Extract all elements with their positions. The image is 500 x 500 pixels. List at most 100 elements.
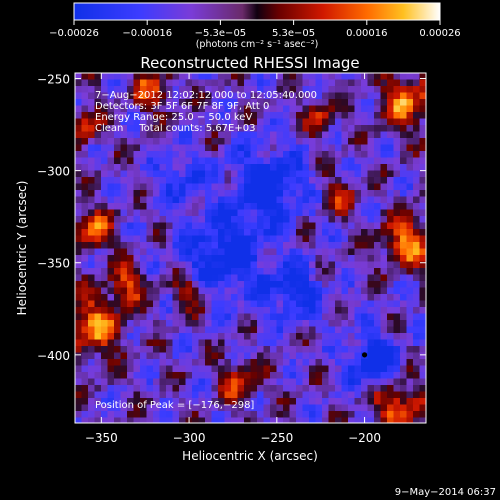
heatmap-cell <box>406 339 414 347</box>
heatmap-cell <box>302 203 310 210</box>
heatmap-cell <box>289 281 297 288</box>
heatmap-cell <box>276 268 284 275</box>
heatmap-cell <box>380 287 388 295</box>
heatmap-cell <box>75 79 82 87</box>
heatmap-cell <box>81 131 89 139</box>
heatmap-cell <box>348 294 355 301</box>
heatmap-cell <box>237 92 245 100</box>
heatmap-cell <box>81 112 89 119</box>
heatmap-cell <box>335 268 342 275</box>
heatmap-cell <box>172 79 180 87</box>
heatmap-cell <box>354 125 362 132</box>
heatmap-cell <box>413 300 420 308</box>
heatmap-cell <box>166 398 173 405</box>
heatmap-cell <box>374 99 381 106</box>
heatmap-cell <box>140 300 147 308</box>
heatmap-cell <box>374 105 381 113</box>
heatmap-cell <box>101 99 108 106</box>
heatmap-cell <box>185 248 193 256</box>
heatmap-cell <box>263 300 271 308</box>
heatmap-cell <box>185 235 193 243</box>
heatmap-cell <box>309 177 316 184</box>
heatmap-cell <box>107 294 115 301</box>
heatmap-cell <box>380 112 388 119</box>
heatmap-cell <box>419 79 426 87</box>
heatmap-cell <box>335 287 342 295</box>
heatmap-cell <box>146 73 154 80</box>
heatmap-cell <box>322 229 329 236</box>
heatmap-cell <box>120 320 128 327</box>
heatmap-cell <box>296 346 303 353</box>
heatmap-cell <box>413 255 420 262</box>
heatmap-cell <box>120 346 128 353</box>
heatmap-cell <box>380 268 388 275</box>
heatmap-cell <box>380 255 388 262</box>
heatmap-cell <box>146 417 154 423</box>
heatmap-cell <box>81 235 89 243</box>
heatmap-cell <box>166 300 173 308</box>
heatmap-cell <box>159 125 167 132</box>
heatmap-cell <box>218 203 225 210</box>
heatmap-cell <box>244 235 251 243</box>
heatmap-cell <box>140 411 147 418</box>
heatmap-cell <box>315 112 323 119</box>
heatmap-cell <box>283 352 290 360</box>
heatmap-cell <box>172 307 180 314</box>
heatmap-cell <box>374 359 381 366</box>
heatmap-cell <box>192 164 199 171</box>
heatmap-cell <box>133 359 141 366</box>
heatmap-cell <box>354 138 362 145</box>
heatmap-cell <box>413 131 420 139</box>
heatmap-cell <box>309 157 316 165</box>
heatmap-cell <box>88 385 95 392</box>
heatmap-cell <box>387 372 394 379</box>
heatmap-cell <box>263 417 271 423</box>
heatmap-cell <box>367 118 375 126</box>
heatmap-cell <box>133 92 141 100</box>
heatmap-cell <box>192 177 199 184</box>
heatmap-cell <box>146 157 154 165</box>
heatmap-cell <box>205 378 212 386</box>
heatmap-cell <box>75 255 82 262</box>
heatmap-cell <box>296 105 303 113</box>
heatmap-cell <box>75 92 82 100</box>
heatmap-cell <box>419 229 426 236</box>
heatmap-cell <box>413 138 420 145</box>
heatmap-cell <box>257 144 264 152</box>
heatmap-cell <box>309 183 316 191</box>
heatmap-cell <box>120 287 128 295</box>
heatmap-cell <box>94 378 102 386</box>
heatmap-cell <box>218 346 225 353</box>
heatmap-cell <box>328 86 336 93</box>
heatmap-cell <box>88 307 95 314</box>
heatmap-cell <box>172 190 180 197</box>
heatmap-cell <box>354 398 362 405</box>
heatmap-cell <box>127 287 134 295</box>
heatmap-cell <box>348 307 355 314</box>
heatmap-cell <box>88 372 95 379</box>
heatmap-cell <box>257 274 264 282</box>
heatmap-cell <box>296 99 303 106</box>
heatmap-cell <box>153 248 160 256</box>
heatmap-cell <box>276 333 284 340</box>
heatmap-cell <box>289 326 297 334</box>
heatmap-cell <box>81 105 89 113</box>
heatmap-cell <box>140 294 147 301</box>
heatmap-cell <box>159 209 167 217</box>
heatmap-cell <box>413 378 420 386</box>
heatmap-cell <box>322 170 329 178</box>
heatmap-cell <box>263 268 271 275</box>
heatmap-cell <box>133 112 141 119</box>
heatmap-cell <box>387 346 394 353</box>
heatmap-cell <box>198 307 206 314</box>
heatmap-cell <box>257 417 264 423</box>
heatmap-cell <box>374 242 381 249</box>
heatmap-cell <box>107 307 115 314</box>
heatmap-cell <box>192 391 199 399</box>
heatmap-cell <box>400 86 407 93</box>
heatmap-cell <box>263 248 271 256</box>
heatmap-cell <box>114 131 121 139</box>
heatmap-cell <box>406 131 414 139</box>
heatmap-cell <box>159 157 167 165</box>
heatmap-cell <box>367 274 375 282</box>
